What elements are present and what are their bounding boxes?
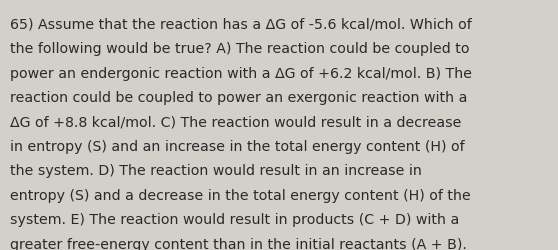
- Text: in entropy (S) and an increase in the total energy content (H) of: in entropy (S) and an increase in the to…: [10, 140, 465, 153]
- Text: ΔG of +8.8 kcal/mol. C) The reaction would result in a decrease: ΔG of +8.8 kcal/mol. C) The reaction wou…: [10, 115, 461, 129]
- Text: the following would be true? A) The reaction could be coupled to: the following would be true? A) The reac…: [10, 42, 469, 56]
- Text: reaction could be coupled to power an exergonic reaction with a: reaction could be coupled to power an ex…: [10, 91, 468, 104]
- Text: the system. D) The reaction would result in an increase in: the system. D) The reaction would result…: [10, 164, 422, 178]
- Text: greater free-energy content than in the initial reactants (A + B).: greater free-energy content than in the …: [10, 237, 467, 250]
- Text: 65) Assume that the reaction has a ΔG of -5.6 kcal/mol. Which of: 65) Assume that the reaction has a ΔG of…: [10, 18, 472, 32]
- Text: power an endergonic reaction with a ΔG of +6.2 kcal/mol. B) The: power an endergonic reaction with a ΔG o…: [10, 66, 472, 80]
- Text: entropy (S) and a decrease in the total energy content (H) of the: entropy (S) and a decrease in the total …: [10, 188, 471, 202]
- Text: system. E) The reaction would result in products (C + D) with a: system. E) The reaction would result in …: [10, 212, 459, 226]
